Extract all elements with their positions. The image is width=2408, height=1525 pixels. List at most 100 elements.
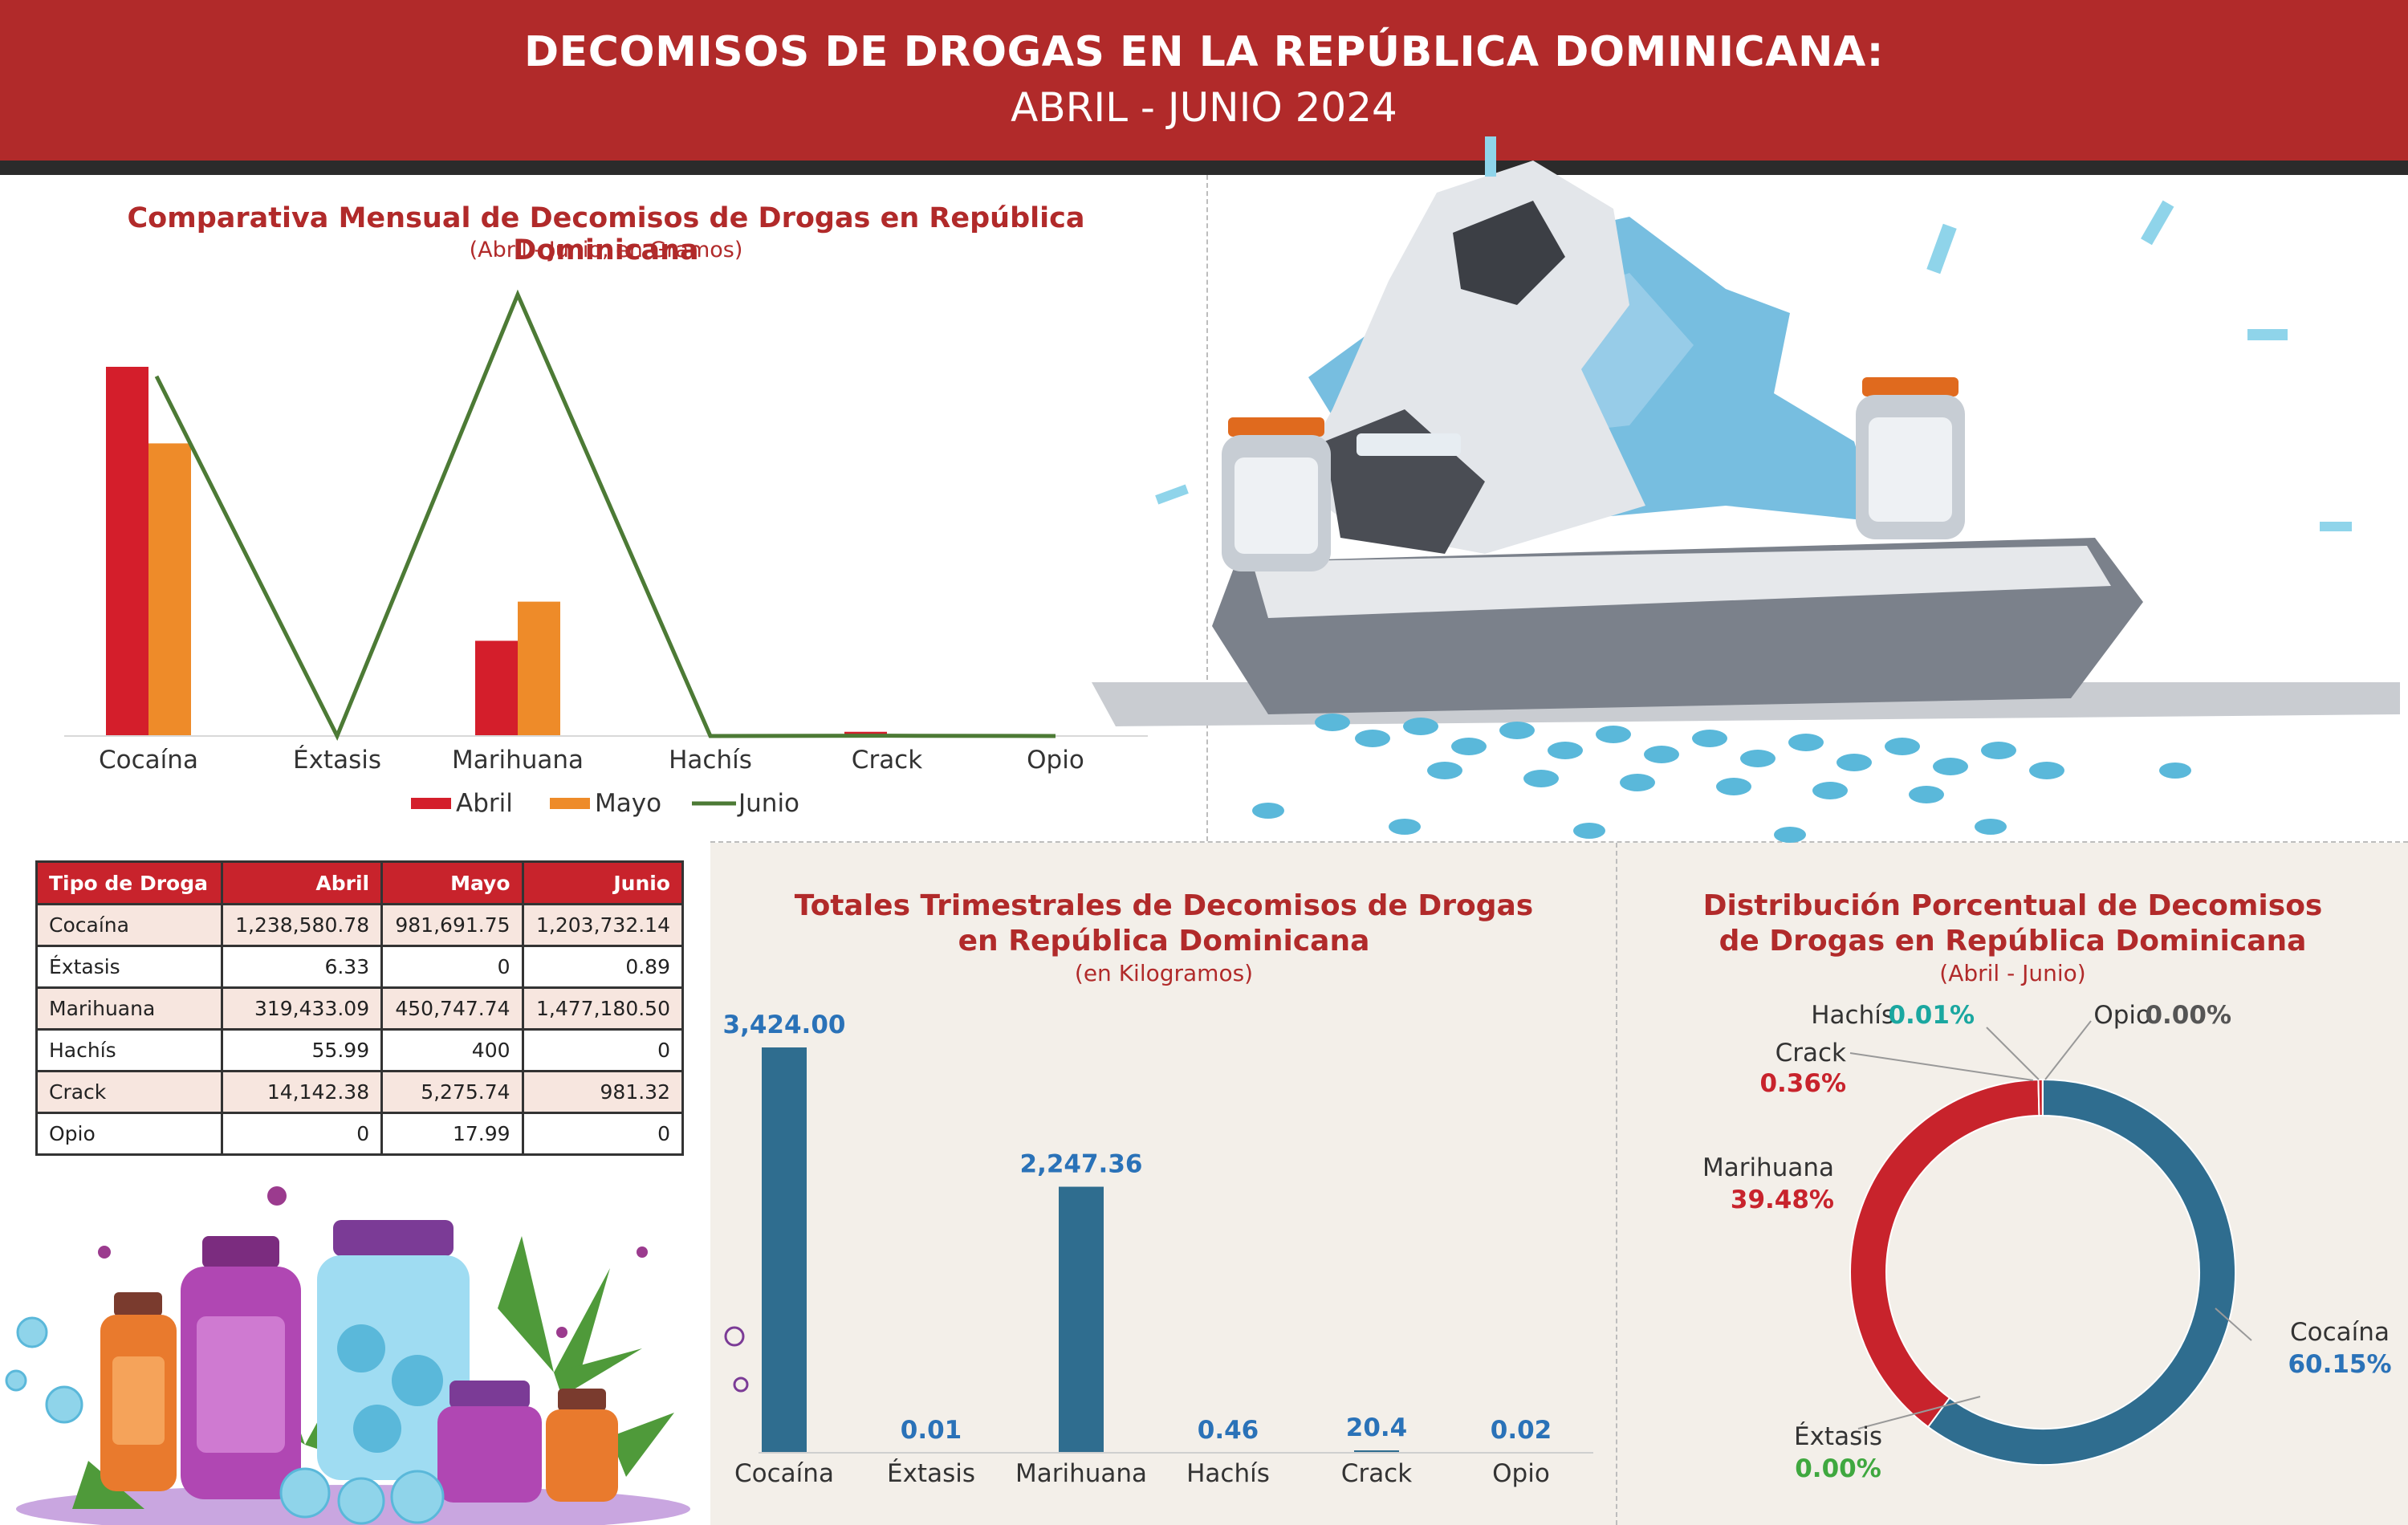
donut-slice-marihuana: [1849, 1079, 2040, 1429]
totals-chart-title-line1: Totales Trimestrales de Decomisos de Dro…: [794, 889, 1534, 922]
monthly-chart-subtitle: (Abril - Junio, en Gramos): [469, 238, 743, 262]
junio-series-line: [154, 289, 1056, 742]
donut-slice-percent-label: 60.15%: [2288, 1350, 2391, 1379]
monthly-x-tick-label: Crack: [852, 746, 922, 775]
totals-data-label: 0.01: [901, 1416, 962, 1445]
totals-x-tick-label: Éxtasis: [887, 1459, 975, 1488]
table-cell: 400: [380, 1028, 524, 1072]
legend-swatch-abril: [411, 798, 451, 809]
donut-slice-percent-label: 39.48%: [1731, 1185, 1834, 1214]
totals-data-label: 3,424.00: [723, 1011, 846, 1039]
donut-chart-subtitle: (Abril - Junio): [1939, 960, 2086, 986]
table-cell: Opio: [35, 1112, 223, 1156]
monthly-x-tick-label: Opio: [1027, 746, 1084, 775]
horizontal-divider: [710, 841, 2408, 843]
table-cell: 0.89: [521, 945, 685, 989]
table-cell: 55.99: [220, 1028, 384, 1072]
table-cell: 319,433.09: [220, 986, 384, 1031]
table-cell: 0: [521, 1028, 685, 1072]
donut-slice-name-label: Éxtasis: [1794, 1422, 1882, 1451]
table-cell: 14,142.38: [220, 1070, 384, 1114]
table-row: Éxtasis 6.33 0 0.89: [35, 945, 685, 989]
totals-x-tick-label: Opio: [1492, 1459, 1550, 1488]
vertical-divider-top: [1206, 175, 1208, 841]
donut-chart: Cocaína 60.15% Éxtasis 0.00% Marihuana 39.48%…: [1702, 1001, 2392, 1483]
monthly-x-tick-label: Marihuana: [452, 746, 584, 775]
donut-leader-line: [2044, 1020, 2092, 1080]
totals-x-tick-label: Marihuana: [1015, 1459, 1147, 1488]
table-cell: Marihuana: [35, 986, 223, 1031]
monthly-x-tick-label: Éxtasis: [293, 746, 381, 775]
table-cell: 0: [521, 1112, 685, 1156]
bar-abril: [106, 367, 148, 736]
legend-label-mayo: Mayo: [595, 789, 661, 818]
donut-chart-title-line1: Distribución Porcentual de Decomisos: [1702, 889, 2323, 922]
table-row: Hachís 55.99 400 0: [35, 1028, 685, 1072]
table-cell: 1,477,180.50: [521, 986, 685, 1031]
totals-x-tick-label: Crack: [1341, 1459, 1412, 1488]
table-row: Marihuana 319,433.09 450,747.74 1,477,18…: [35, 986, 685, 1031]
vertical-divider-bottom: [1616, 843, 1617, 1525]
table-header-row: Tipo de Droga Abril Mayo Junio: [35, 860, 685, 905]
totals-bar: [1354, 1450, 1399, 1453]
decor-illustration: [5, 1186, 690, 1525]
totals-data-label: 0.02: [1491, 1416, 1552, 1445]
bar-mayo: [148, 443, 191, 736]
table-cell: Cocaína: [35, 903, 223, 947]
legend-swatch-mayo: [550, 798, 590, 809]
page-title: DECOMISOS DE DROGAS EN LA REPÚBLICA DOMI…: [524, 28, 1884, 76]
donut-slice-name-label: Cocaína: [2290, 1318, 2390, 1347]
header-banner: DECOMISOS DE DROGAS EN LA REPÚBLICA DOMI…: [0, 0, 2408, 161]
table-cell: Hachís: [35, 1028, 223, 1072]
table-header-cell: Abril: [220, 860, 384, 905]
legend-label-abril: Abril: [456, 789, 513, 818]
monthly-chart-title: Comparativa Mensual de Decomisos de Drog…: [127, 202, 1085, 266]
donut-slice-percent-label: 0.00%: [1795, 1454, 1881, 1483]
donut-slice-name-label: Hachís: [1811, 1001, 1894, 1030]
donut-slice-percent-label: 0.36%: [1759, 1069, 1846, 1098]
legend-label-junio: Junio: [737, 789, 799, 818]
decor-dot: [724, 1326, 745, 1347]
donut-slice-percent-label: 0.01%: [1888, 1001, 1975, 1030]
table-cell: 0: [220, 1112, 384, 1156]
donut-slice-percent-label: 0.00%: [2145, 1001, 2231, 1030]
table-cell: Crack: [35, 1070, 223, 1114]
table-cell: 0: [380, 945, 524, 989]
header-divider: [0, 161, 2408, 175]
table-cell: Éxtasis: [35, 945, 223, 989]
table-header-cell: Mayo: [380, 860, 524, 905]
table-cell: 450,747.74: [380, 986, 524, 1031]
donut-leader-line: [1986, 1027, 2040, 1080]
totals-x-tick-label: Cocaína: [734, 1459, 834, 1488]
donut-slice-name-label: Opio: [2093, 1001, 2151, 1030]
donut-leader-line: [1849, 1052, 2034, 1081]
table-cell: 17.99: [380, 1112, 524, 1156]
totals-chart-subtitle: (en Kilogramos): [1074, 960, 1254, 986]
decor-dot: [733, 1377, 749, 1393]
monthly-chart: Cocaína Éxtasis Marihuana Hachís Crack Opio A…: [64, 289, 1148, 818]
donut-leader-line: [2215, 1307, 2252, 1341]
donut-leader-line: [1857, 1396, 1981, 1429]
data-table: Tipo de Droga Abril Mayo Junio Cocaína 1…: [35, 860, 685, 1156]
totals-data-label: 0.46: [1198, 1416, 1259, 1445]
table-cell: 981.32: [521, 1070, 685, 1114]
totals-bar: [1059, 1186, 1104, 1453]
table-cell: 6.33: [220, 945, 384, 989]
donut-slice-name-label: Crack: [1775, 1039, 1846, 1068]
donut-slice-cocaína: [1926, 1078, 2236, 1466]
table-row: Opio 0 17.99 0: [35, 1112, 685, 1156]
totals-data-label: 20.4: [1346, 1413, 1408, 1442]
bar-abril: [475, 640, 518, 736]
totals-data-label: 2,247.36: [1020, 1150, 1143, 1179]
table-cell: 5,275.74: [380, 1070, 524, 1114]
hero-illustration: [1092, 136, 2400, 843]
totals-chart-title-line2: en República Dominicana: [958, 925, 1370, 958]
monthly-x-tick-label: Hachís: [669, 746, 752, 775]
table-cell: 1,203,732.14: [521, 903, 685, 947]
monthly-x-tick-label: Cocaína: [99, 746, 198, 775]
table-cell: 1,238,580.78: [220, 903, 384, 947]
totals-bar: [762, 1047, 807, 1453]
table-header-cell: Junio: [521, 860, 685, 905]
table-row: Cocaína 1,238,580.78 981,691.75 1,203,73…: [35, 903, 685, 947]
table-row: Crack 14,142.38 5,275.74 981.32: [35, 1070, 685, 1114]
